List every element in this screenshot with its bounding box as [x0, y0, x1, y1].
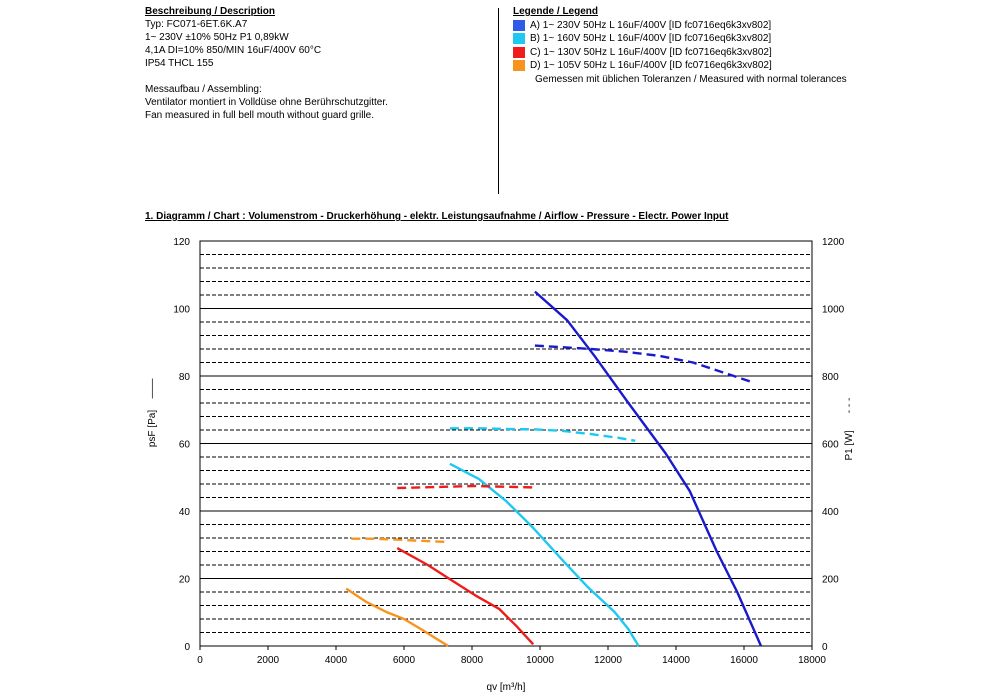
- y-tick-label: 40: [179, 507, 191, 518]
- series-d-power: [351, 537, 449, 544]
- description-block: Beschreibung / Description Typ: FC071-6E…: [145, 5, 388, 122]
- x-tick-label: 8000: [461, 655, 484, 666]
- legend-label: C) 1~ 130V 50Hz L 16uF/400V [ID fc0716eq…: [530, 46, 772, 58]
- y2-tick-label: 0: [822, 642, 828, 653]
- description-line: Typ: FC071-6ET.6K.A7: [145, 19, 248, 30]
- legend-swatch: [513, 19, 525, 31]
- legend-swatch: [513, 60, 525, 72]
- x-tick-label: 12000: [594, 655, 622, 666]
- legend-swatch: [513, 46, 525, 58]
- description-header: Beschreibung / Description: [145, 6, 276, 17]
- x-axis-label: qv [m³/h]: [487, 682, 526, 693]
- legend-label: D) 1~ 105V 50Hz L 16uF/400V [ID fc0716eq…: [530, 60, 772, 71]
- y-tick-label: 0: [184, 642, 190, 653]
- y2-tick-label: 800: [822, 372, 839, 383]
- x-tick-label: 2000: [257, 655, 280, 666]
- legend-item-c: C) 1~ 130V 50Hz L 16uF/400V [ID fc0716eq…: [513, 46, 847, 60]
- description-line: 1~ 230V ±10% 50Hz P1 0,89kW: [145, 32, 289, 43]
- y2-tick-label: 400: [822, 507, 839, 518]
- x-tick-label: 16000: [730, 655, 758, 666]
- legend-item-d: D) 1~ 105V 50Hz L 16uF/400V [ID fc0716eq…: [513, 59, 847, 73]
- assembly-line: Fan measured in full bell mouth without …: [145, 110, 375, 121]
- series-c-power: [397, 484, 534, 490]
- y2-tick-label: 200: [822, 575, 839, 586]
- y2-axis-label: P1 [W]: [844, 430, 855, 460]
- x-tick-label: 4000: [325, 655, 348, 666]
- legend-label: A) 1~ 230V 50Hz L 16uF/400V [ID fc0716eq…: [530, 19, 772, 31]
- y-axis-label: psF [Pa]: [147, 410, 158, 447]
- description-line: 4,1A DI=10% 850/MIN 16uF/400V 60°C: [145, 45, 322, 56]
- series-b-power: [449, 427, 636, 442]
- y-tick-label: 100: [173, 305, 190, 316]
- legend-header: Legende / Legend: [513, 6, 599, 17]
- legend-item-b: B) 1~ 160V 50Hz L 16uF/400V [ID fc0716eq…: [513, 32, 847, 46]
- y-axis-marker: ——: [147, 379, 158, 399]
- x-tick-label: 10000: [526, 655, 554, 666]
- y-tick-label: 80: [179, 372, 191, 383]
- plot-frame: [199, 240, 813, 647]
- section-divider: [498, 8, 499, 194]
- legend-block: Legende / Legend A) 1~ 230V 50Hz L 16uF/…: [513, 5, 847, 86]
- y-tick-label: 20: [179, 575, 191, 586]
- x-tick-label: 18000: [798, 655, 826, 666]
- y2-axis-marker: - - -: [844, 398, 855, 414]
- assembly-line: Ventilator montiert in Volldüse ohne Ber…: [145, 97, 388, 108]
- y2-tick-label: 600: [822, 440, 839, 451]
- description-line: IP54 THCL 155: [145, 58, 214, 69]
- assembly-header: Messaufbau / Assembling:: [145, 84, 262, 95]
- legend-item-a: A) 1~ 230V 50Hz L 16uF/400V [ID fc0716eq…: [513, 19, 847, 33]
- y2-tick-label: 1200: [822, 237, 845, 248]
- y-tick-label: 120: [173, 237, 190, 248]
- series-c-pressure: [396, 547, 535, 646]
- chart-title: 1. Diagramm / Chart : Volumenstrom - Dru…: [145, 211, 729, 222]
- legend-note: Gemessen mit üblichen Toleranzen / Measu…: [535, 73, 847, 85]
- series-d-pressure: [345, 587, 449, 648]
- x-tick-label: 0: [197, 655, 203, 666]
- legend-label: B) 1~ 160V 50Hz L 16uF/400V [ID fc0716eq…: [530, 33, 772, 44]
- series-a-pressure: [534, 290, 763, 647]
- series-a-power: [534, 344, 755, 384]
- legend-swatch: [513, 33, 525, 45]
- y-tick-label: 60: [179, 440, 191, 451]
- y2-tick-label: 1000: [822, 305, 845, 316]
- x-tick-label: 14000: [662, 655, 690, 666]
- x-tick-label: 6000: [393, 655, 416, 666]
